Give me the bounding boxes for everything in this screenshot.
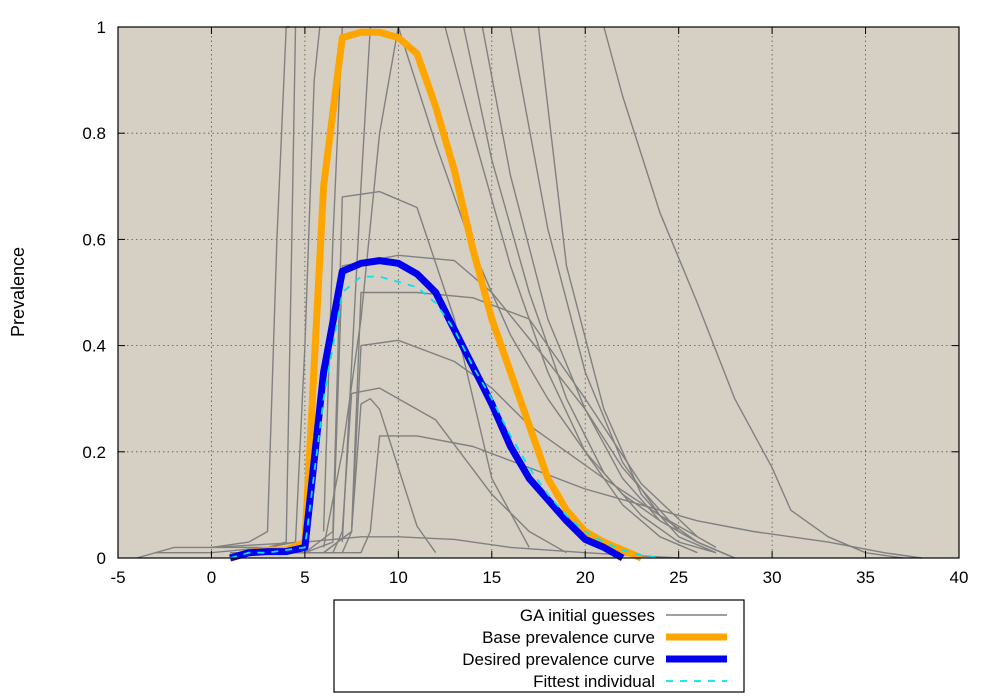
ga-guess-line xyxy=(211,536,679,559)
x-tick-label: 0 xyxy=(207,568,216,587)
ga-guess-line xyxy=(248,387,567,554)
ga-guess-line xyxy=(322,26,399,548)
legend: GA initial guesses Base prevalence curve… xyxy=(333,599,745,693)
x-tick-label: 15 xyxy=(482,568,501,587)
x-tick-label: 5 xyxy=(300,568,309,587)
y-tick-label: 0.2 xyxy=(82,443,106,462)
y-tick-label: 0.6 xyxy=(82,230,106,249)
y-tick-label: 0.4 xyxy=(82,337,106,356)
ga-guess-line xyxy=(155,26,297,554)
plot-background xyxy=(118,27,959,558)
ga-guess-line xyxy=(136,26,290,559)
legend-label-desired-curve: Desired prevalence curve xyxy=(462,650,655,669)
base-prevalence-line xyxy=(229,28,643,562)
ga-guess-line xyxy=(341,26,371,543)
y-tick-label: 0 xyxy=(97,549,106,568)
x-tick-label: 20 xyxy=(576,568,595,587)
desired-prevalence-line xyxy=(229,257,625,562)
x-tick-label: 10 xyxy=(389,568,408,587)
fittest-individual-line xyxy=(229,275,661,559)
main-series-curves xyxy=(229,28,661,562)
ga-guess-line xyxy=(537,26,717,554)
x-tick-label: 25 xyxy=(669,568,688,587)
ga-guess-line xyxy=(267,435,922,559)
y-tick-label: 0.8 xyxy=(82,124,106,143)
ga-guess-line xyxy=(397,26,735,559)
ga-guess-curves xyxy=(136,26,922,559)
legend-label-ga-guesses: GA initial guesses xyxy=(520,606,655,625)
plot-frame xyxy=(117,26,960,559)
ga-guess-line xyxy=(322,26,343,532)
ga-guess-line xyxy=(230,190,530,554)
ga-guess-line xyxy=(211,26,321,549)
ga-guess-line xyxy=(444,26,698,554)
ga-guess-line xyxy=(603,26,903,559)
legend-label-base-curve: Base prevalence curve xyxy=(482,628,655,647)
x-tick-label: 40 xyxy=(950,568,969,587)
ga-guess-line xyxy=(248,398,437,554)
x-tick-label: 35 xyxy=(856,568,875,587)
ga-guess-line xyxy=(463,26,717,554)
y-axis-label: Prevalence xyxy=(8,247,28,337)
y-tick-label: 1 xyxy=(97,18,106,37)
x-tick-label: 30 xyxy=(763,568,782,587)
legend-label-fittest: Fittest individual xyxy=(533,672,655,691)
x-tick-label: -5 xyxy=(110,568,125,587)
